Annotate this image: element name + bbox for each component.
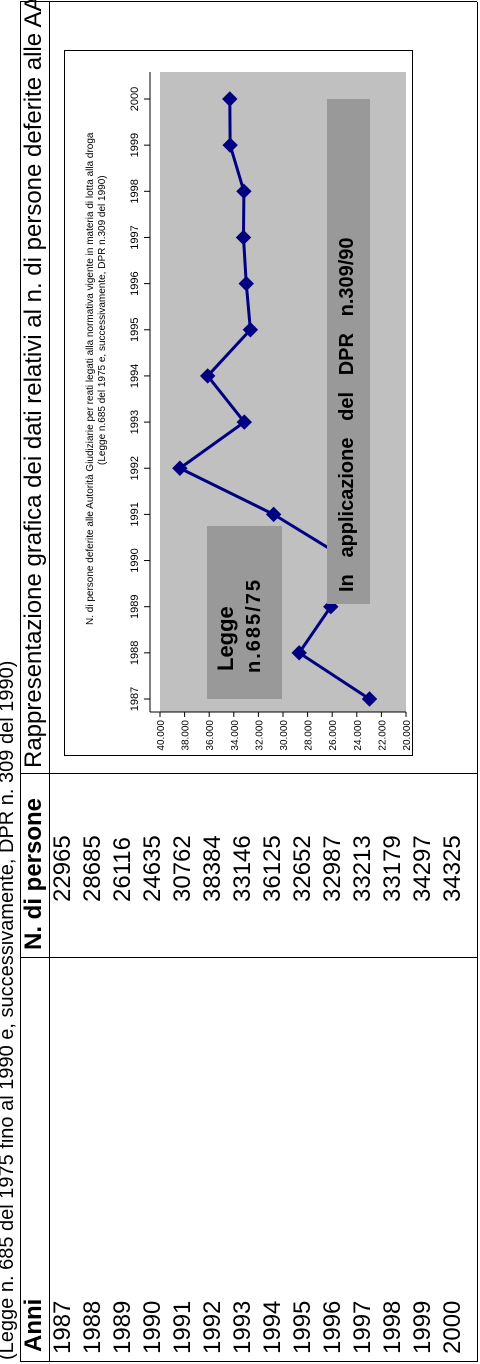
table-cell-year: 1987 bbox=[49, 1300, 76, 1354]
x-tick-label: 1988 bbox=[129, 641, 141, 665]
x-tick-label: 1997 bbox=[129, 225, 141, 249]
x-tick-label: 1989 bbox=[129, 594, 141, 618]
y-tick-label: 26.000 bbox=[328, 720, 339, 751]
legend-left: Legge n.685/75 bbox=[207, 526, 282, 699]
legend-left-line2: n.685/75 bbox=[243, 578, 265, 673]
table-cell-year: 1995 bbox=[289, 1300, 316, 1354]
y-tick-label: 20.000 bbox=[402, 720, 413, 751]
data-point bbox=[172, 460, 188, 476]
data-point bbox=[236, 183, 252, 200]
data-point bbox=[361, 691, 378, 707]
table-cell-year: 1996 bbox=[319, 1300, 346, 1354]
table-cell-persons: 24635 bbox=[139, 835, 166, 902]
table-chart-divider bbox=[20, 773, 477, 774]
table-cell-year: 2000 bbox=[439, 1300, 466, 1354]
data-point bbox=[238, 275, 254, 292]
table-cell-persons: 26116 bbox=[109, 837, 136, 902]
y-tick-label: 34.000 bbox=[230, 720, 241, 751]
table-cell-persons: 32652 bbox=[289, 835, 316, 902]
table-cell-year: 1997 bbox=[349, 1300, 376, 1354]
x-tick-label: 1996 bbox=[129, 271, 141, 295]
column-header-years: Anni bbox=[20, 1298, 47, 1352]
y-tick-label: 24.000 bbox=[353, 720, 364, 751]
data-point bbox=[265, 506, 282, 523]
x-tick-label: 1994 bbox=[129, 364, 141, 388]
legend-right: In applicazione del DPR n.309/90 bbox=[327, 99, 370, 604]
table-left-border bbox=[20, 1361, 477, 1362]
data-point bbox=[199, 368, 216, 384]
table-cell-persons: 36125 bbox=[259, 835, 286, 902]
x-tick-label: 1998 bbox=[129, 179, 141, 203]
x-tick-label: 1992 bbox=[129, 456, 141, 480]
table-cell-persons: 33213 bbox=[349, 835, 376, 902]
table-right-border bbox=[20, 1, 477, 2]
data-point bbox=[222, 137, 238, 153]
x-tick-label: 2000 bbox=[129, 87, 141, 111]
data-point bbox=[242, 322, 259, 338]
data-point bbox=[235, 229, 252, 246]
legend-left-line1: Legge bbox=[213, 606, 238, 671]
x-tick-label: 1995 bbox=[129, 318, 141, 342]
table-cell-year: 1993 bbox=[229, 1300, 256, 1354]
x-tick-label: 1999 bbox=[129, 133, 141, 157]
x-tick-label: 1993 bbox=[129, 410, 141, 434]
data-point bbox=[222, 91, 238, 107]
x-tick-label: 1991 bbox=[129, 502, 141, 526]
table-cell-year: 1990 bbox=[139, 1300, 166, 1354]
y-tick-label: 38.000 bbox=[181, 720, 192, 751]
table-bottom-border bbox=[477, 2, 478, 1362]
legend-right-text: In applicazione del DPR n.309/90 bbox=[336, 237, 358, 592]
top-caption: (Legge n. 685 del 1975 fino al 1990 e, s… bbox=[0, 660, 18, 1360]
table-cell-year: 1998 bbox=[379, 1300, 406, 1354]
table-cell-persons: 38384 bbox=[199, 835, 226, 902]
data-point bbox=[291, 645, 307, 661]
x-tick-label: 1987 bbox=[129, 687, 141, 711]
header-separator bbox=[49, 2, 50, 1362]
y-tick-label: 30.000 bbox=[279, 720, 290, 751]
table-cell-persons: 33179 bbox=[379, 835, 406, 902]
table-cell-persons: 34297 bbox=[409, 835, 436, 902]
table-cell-year: 1992 bbox=[199, 1300, 226, 1354]
table-cell-persons: 33146 bbox=[229, 835, 256, 902]
table-cell-persons: 32987 bbox=[319, 835, 346, 902]
chart-note-line1: N. di persone deferite alle Autorità Giu… bbox=[85, 132, 96, 626]
table-cell-persons: 22965 bbox=[49, 835, 76, 902]
chart-header: Rappresentazione grafica dei dati relati… bbox=[20, 0, 47, 768]
y-tick-label: 32.000 bbox=[254, 720, 265, 751]
y-tick-label: 28.000 bbox=[304, 720, 315, 751]
data-point bbox=[236, 414, 253, 430]
line-chart: 1987 1988 1989 1990 1991 1992 1993 1994 1995 1996… bbox=[129, 72, 413, 751]
table-cell-year: 1991 bbox=[169, 1300, 196, 1354]
table-cell-year: 1989 bbox=[109, 1300, 136, 1354]
x-tick-label: 1990 bbox=[129, 548, 141, 572]
y-tick-label: 22.000 bbox=[377, 720, 388, 751]
column-divider bbox=[20, 957, 477, 958]
y-tick-label: 36.000 bbox=[205, 720, 216, 751]
table-cell-persons: 30762 bbox=[169, 835, 196, 902]
table-cell-year: 1988 bbox=[79, 1300, 106, 1354]
y-tick-label: 40.000 bbox=[156, 720, 167, 751]
table-cell-year: 1999 bbox=[409, 1300, 436, 1354]
table-cell-year: 1994 bbox=[259, 1300, 286, 1354]
column-header-persons: N. di persone bbox=[20, 797, 47, 950]
table-cell-persons: 28685 bbox=[79, 835, 106, 902]
table-cell-persons: 34325 bbox=[439, 835, 466, 902]
